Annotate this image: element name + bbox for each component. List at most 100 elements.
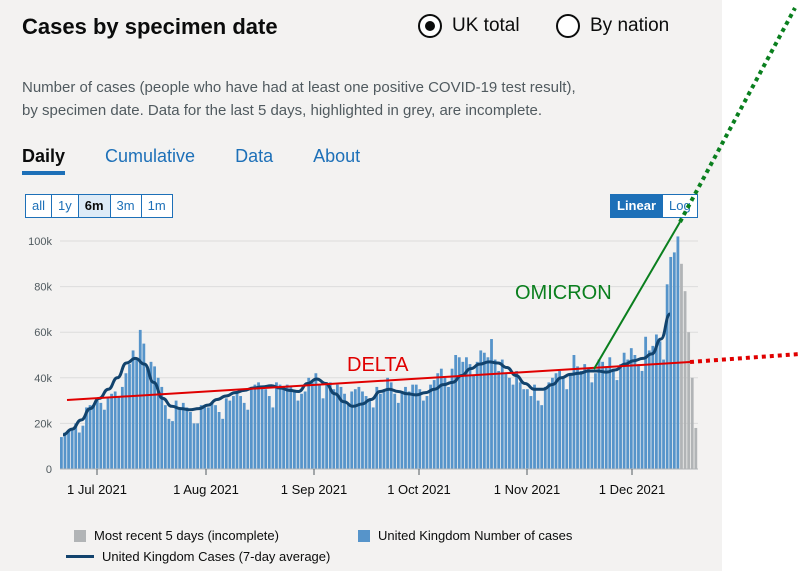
cases-bar: [181, 402, 185, 469]
y-tick-label: 80k: [34, 282, 52, 294]
cases-bar: [611, 368, 615, 469]
cases-bar: [418, 389, 422, 469]
cases-bar: [321, 398, 325, 469]
cases-bar: [221, 418, 225, 469]
cases-bar: [357, 386, 361, 469]
cases-bar: [622, 352, 626, 469]
uk-total-label: UK total: [452, 15, 520, 36]
y-tick-label: 100k: [28, 236, 52, 248]
by-nation-radio[interactable]: By nation: [556, 14, 669, 38]
cases-bar: [70, 427, 74, 469]
cases-bar: [396, 402, 400, 469]
legend-item-incomplete: Most recent 5 days (incomplete): [74, 528, 279, 543]
cases-bar: [486, 357, 490, 469]
cases-bar: [619, 364, 622, 469]
tab-bar: Daily Cumulative Data About: [22, 146, 360, 175]
radio-selected-icon[interactable]: [418, 14, 442, 38]
tab-cumulative[interactable]: Cumulative: [105, 146, 196, 166]
cases-bar: [74, 423, 78, 469]
cases-bar: [658, 341, 662, 469]
tab-daily[interactable]: Daily: [22, 146, 66, 175]
cases-bar: [264, 389, 268, 469]
cases-bar: [554, 373, 558, 469]
cases-bar: [289, 386, 293, 469]
scale-log-button[interactable]: Log: [669, 198, 691, 213]
cases-bar: [113, 391, 117, 469]
cases-bar: [615, 380, 619, 469]
cases-bar: [174, 400, 178, 469]
cases-bar: [131, 350, 135, 469]
cases-bar: [271, 407, 275, 469]
cases-bar: [379, 393, 382, 469]
cases-bar: [465, 357, 468, 469]
range-all-button[interactable]: all: [26, 195, 53, 217]
incomplete-bar: [690, 377, 694, 469]
cases-bar: [586, 368, 590, 469]
incomplete-bar: [694, 427, 698, 469]
cases-bar: [361, 391, 364, 469]
cases-bar: [303, 391, 307, 469]
legend-label-cases: United Kingdom Number of cases: [378, 528, 573, 543]
incomplete-bar: [687, 332, 691, 469]
cases-bar: [450, 368, 454, 469]
scale-linear-button[interactable]: Linear: [611, 195, 664, 217]
cases-bar: [214, 405, 217, 469]
cases-bar: [300, 393, 303, 469]
chart-card: [0, 0, 722, 571]
cases-bar: [375, 386, 379, 469]
cases-bar: [153, 366, 156, 469]
legend-swatch-incomplete: [74, 529, 86, 542]
cases-bar: [246, 409, 250, 469]
cases-bar: [640, 370, 644, 469]
cases-bar: [292, 391, 296, 469]
omicron-trend-line: [593, 221, 681, 370]
cases-bar: [543, 386, 547, 469]
cases-bar: [156, 377, 160, 469]
range-1m-button[interactable]: 1m: [147, 198, 166, 213]
cases-bar: [461, 361, 465, 469]
cases-bar: [576, 366, 579, 469]
uk-total-radio[interactable]: UK total: [418, 14, 520, 38]
cases-bar: [232, 396, 235, 469]
cases-bar: [522, 389, 526, 469]
by-nation-label: By nation: [590, 15, 670, 36]
cases-bar: [192, 423, 196, 469]
delta-trend-line: [66, 361, 691, 401]
cases-bar: [106, 398, 110, 469]
cases-bar: [525, 389, 529, 469]
range-1y-button[interactable]: 1y: [52, 195, 79, 217]
range-6m-button[interactable]: 6m: [78, 195, 111, 217]
tab-about[interactable]: About: [313, 146, 361, 166]
cases-bar: [654, 334, 658, 469]
tab-data[interactable]: Data: [235, 146, 274, 166]
cases-bar: [497, 370, 501, 469]
x-tick-label: 1 Oct 2021: [387, 482, 451, 497]
cases-bar: [260, 386, 264, 469]
cases-bar: [479, 350, 483, 469]
cases-bar: [382, 389, 386, 469]
cases-bar: [325, 382, 329, 469]
cases-bar: [508, 377, 511, 469]
cases-bar: [135, 359, 139, 469]
cases-bar: [282, 386, 286, 469]
range-3m-button[interactable]: 3m: [111, 195, 142, 217]
cases-bar: [332, 389, 336, 469]
legend-item-average: United Kingdom Cases (7-day average): [66, 549, 330, 564]
cases-bar: [672, 252, 676, 469]
cases-bar: [328, 382, 332, 469]
cases-bar: [608, 357, 612, 469]
cases-bar: [597, 359, 601, 469]
radio-unselected-icon[interactable]: [556, 14, 580, 38]
legend-swatch-average: [66, 555, 94, 558]
description-line-2: by specimen date. Data for the last 5 da…: [22, 102, 543, 119]
cases-bar: [343, 393, 346, 469]
cases-bar: [594, 373, 597, 469]
cases-bar: [371, 407, 375, 469]
y-tick-label: 40k: [34, 373, 52, 385]
cases-bar: [662, 359, 665, 469]
seven-day-average-line: [62, 312, 671, 437]
legend-item-cases: United Kingdom Number of cases: [358, 528, 572, 543]
cases-bar: [651, 345, 655, 469]
y-tick-label: 0: [46, 464, 52, 476]
cases-bar: [515, 370, 518, 469]
